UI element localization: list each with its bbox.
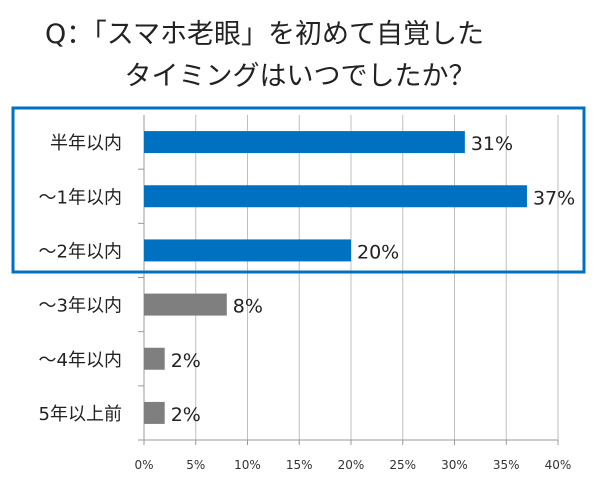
category-label: ～4年以内 xyxy=(39,350,122,371)
x-tick-label: 20% xyxy=(338,458,365,472)
bar xyxy=(144,185,527,208)
category-label: ～3年以内 xyxy=(39,296,122,317)
x-tick-label: 30% xyxy=(441,458,468,472)
highlight-box xyxy=(11,106,586,274)
x-tick-label: 5% xyxy=(186,458,205,472)
x-tick-label: 10% xyxy=(234,458,261,472)
bar xyxy=(144,131,465,154)
bar xyxy=(144,239,351,262)
bar xyxy=(144,293,227,316)
x-tick-label: 35% xyxy=(493,458,520,472)
x-tick-label: 0% xyxy=(134,458,153,472)
category-label: 半年以内 xyxy=(50,133,122,154)
x-tick-label: 25% xyxy=(389,458,416,472)
data-label: 37% xyxy=(533,187,575,209)
bar xyxy=(144,401,165,424)
data-label: 8% xyxy=(233,296,263,318)
x-tick-label: 15% xyxy=(286,458,313,472)
data-label: 31% xyxy=(471,133,513,155)
data-label: 2% xyxy=(171,350,201,372)
bar xyxy=(144,347,165,370)
x-tick-label: 40% xyxy=(545,458,572,472)
chart-title-line-2: タイミングはいつでしたか？ xyxy=(124,61,476,92)
category-label: 5年以上前 xyxy=(39,404,122,425)
category-label: ～2年以内 xyxy=(39,241,122,262)
data-label: 2% xyxy=(171,404,201,426)
category-label: ～1年以内 xyxy=(39,187,122,208)
data-label: 20% xyxy=(357,241,399,263)
chart-title-line-1: Q：「スマホ老眼」を初めて自覚した xyxy=(45,19,484,50)
